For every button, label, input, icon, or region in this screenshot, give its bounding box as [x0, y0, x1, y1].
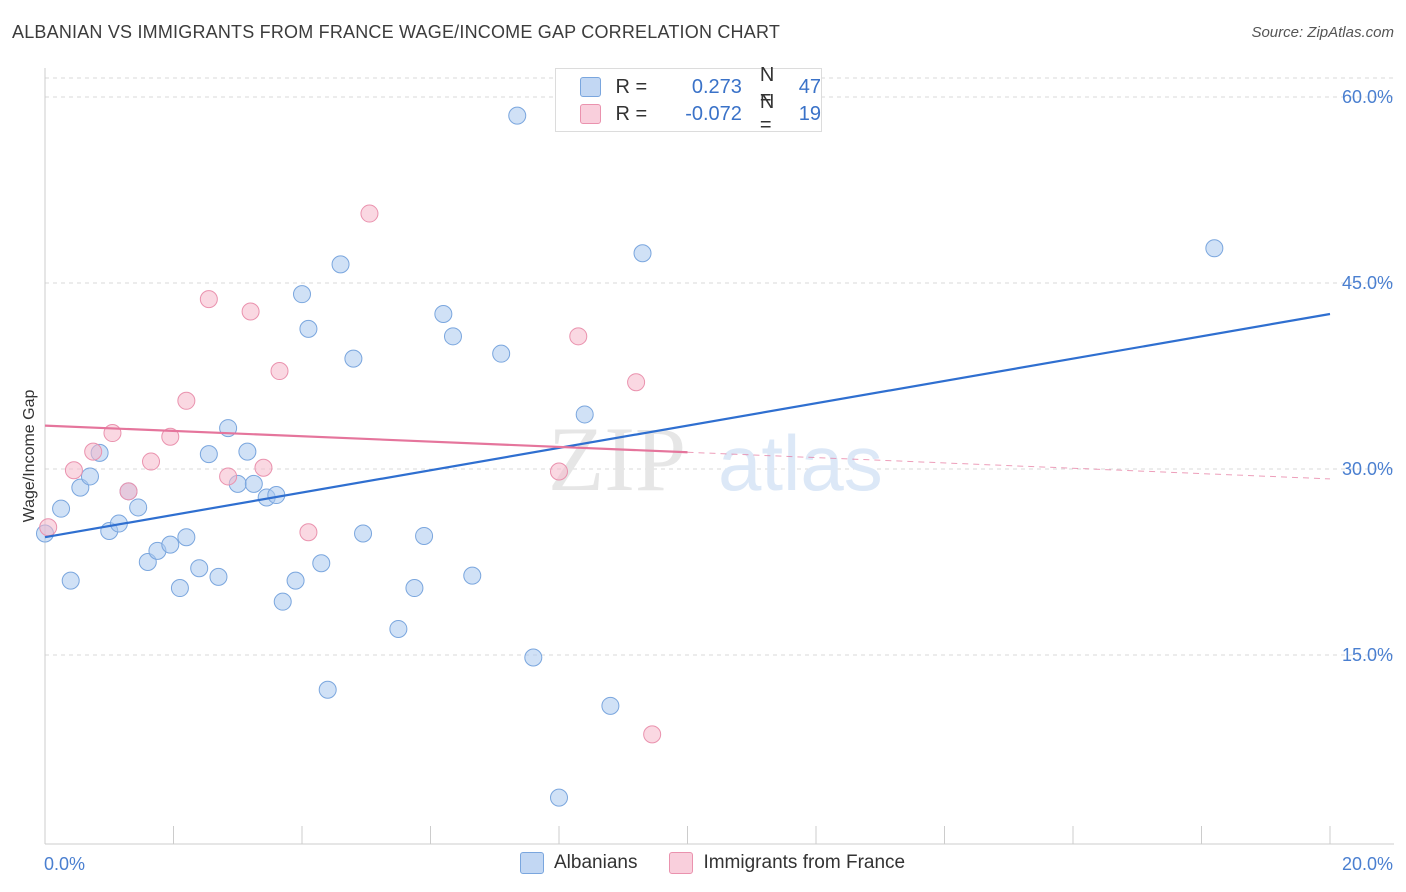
albanian-point — [209, 567, 228, 586]
albanian-trendline — [44, 312, 1331, 539]
albanian-point — [238, 442, 257, 461]
legend-r-value: -0.072 — [685, 102, 742, 125]
france-point — [241, 302, 260, 321]
series-label-albanians: Albanians — [554, 852, 638, 873]
albanian-point — [443, 327, 462, 346]
y-tick-label: 15.0% — [1342, 645, 1393, 665]
albanian-point — [463, 566, 482, 585]
legend-n-value: 19 — [798, 102, 821, 125]
x-tick-label: 0.0% — [44, 854, 85, 874]
albanian-point — [492, 344, 511, 363]
albanian-point — [601, 696, 620, 715]
legend-r-label: R = — [615, 102, 648, 125]
albanian-point — [170, 579, 189, 598]
albanian-point — [286, 571, 305, 590]
axes — [44, 68, 1394, 845]
legend-n-label: N = — [759, 64, 775, 109]
albanian-point — [633, 244, 652, 263]
tick-labels: 15.0% 30.0% 45.0% 60.0% 0.0% 20.0% — [44, 87, 1393, 874]
series-label-france: Immigrants from France — [703, 852, 906, 873]
france-point — [360, 204, 379, 223]
france-point — [119, 482, 138, 501]
data-points — [36, 106, 1224, 807]
legend-swatch-albanians — [580, 77, 602, 97]
series-swatch-france — [669, 852, 694, 874]
albanian-point — [273, 592, 292, 611]
albanian-point — [434, 305, 453, 323]
stats-legend: R = 0.273 N = 47 R = -0.072 N = 19 — [555, 64, 822, 136]
trend-lines — [44, 312, 1331, 539]
albanian-point — [52, 499, 71, 518]
france-point — [177, 391, 196, 410]
albanian-point — [508, 106, 527, 125]
albanian-point — [312, 554, 331, 573]
watermark: ZIP atlas — [548, 408, 883, 510]
france-point — [569, 327, 588, 346]
albanian-point — [1205, 239, 1224, 258]
france-point — [199, 290, 218, 309]
france-point — [161, 427, 180, 446]
albanian-point — [61, 571, 80, 590]
legend-row-france: R = -0.072 N = 19 — [580, 91, 821, 136]
y-tick-label: 45.0% — [1342, 273, 1393, 293]
y-axis-label: Wage/Income Gap — [21, 390, 38, 523]
france-trendline-extension — [687, 451, 1331, 480]
albanian-point — [524, 648, 543, 667]
france-point — [39, 518, 58, 537]
albanian-point — [299, 319, 318, 338]
grid-lines — [45, 77, 1394, 656]
y-tick-label: 60.0% — [1342, 87, 1393, 107]
albanian-point — [129, 498, 148, 517]
legend-swatch-france — [580, 104, 602, 124]
albanian-point — [354, 524, 373, 543]
france-point — [550, 462, 568, 481]
y-tick-label: 30.0% — [1342, 459, 1393, 479]
france-point — [84, 442, 103, 461]
france-trendline — [44, 424, 688, 454]
albanian-point — [244, 474, 263, 493]
series-legend: Albanians Immigrants from France — [520, 852, 905, 874]
albanian-point — [575, 405, 594, 424]
legend-row-albanians: R = 0.273 N = 47 — [580, 64, 821, 109]
chart-title: ALBANIAN VS IMMIGRANTS FROM FRANCE WAGE/… — [12, 22, 781, 42]
source-label: Source: ZipAtlas.com — [1251, 24, 1394, 41]
albanian-point — [190, 559, 209, 578]
france-point — [270, 362, 289, 381]
albanian-point — [405, 579, 424, 598]
albanian-point — [550, 788, 568, 807]
france-point — [64, 461, 83, 480]
albanian-point — [161, 535, 180, 554]
albanian-point — [389, 619, 408, 638]
albanian-point — [293, 285, 311, 304]
albanian-point — [344, 349, 363, 368]
france-point — [254, 458, 273, 477]
albanian-point — [199, 445, 218, 464]
legend-r-value: 0.273 — [691, 75, 742, 98]
albanian-point — [318, 680, 337, 699]
france-point — [219, 467, 238, 486]
albanian-point — [177, 528, 196, 547]
legend-r-label: R = — [615, 75, 648, 98]
france-point — [299, 523, 318, 542]
legend-n-label: N = — [759, 91, 775, 136]
legend-n-value: 47 — [798, 75, 821, 98]
albanian-point — [415, 526, 434, 545]
series-swatch-albanians — [520, 852, 544, 874]
x-tick-label: 20.0% — [1342, 854, 1393, 874]
france-point — [142, 452, 161, 471]
watermark-zip: ZIP — [548, 408, 686, 510]
albanian-point — [80, 467, 99, 486]
watermark-atlas: atlas — [718, 419, 883, 507]
france-point — [643, 725, 662, 744]
albanian-point — [331, 255, 350, 274]
france-point — [627, 373, 646, 392]
